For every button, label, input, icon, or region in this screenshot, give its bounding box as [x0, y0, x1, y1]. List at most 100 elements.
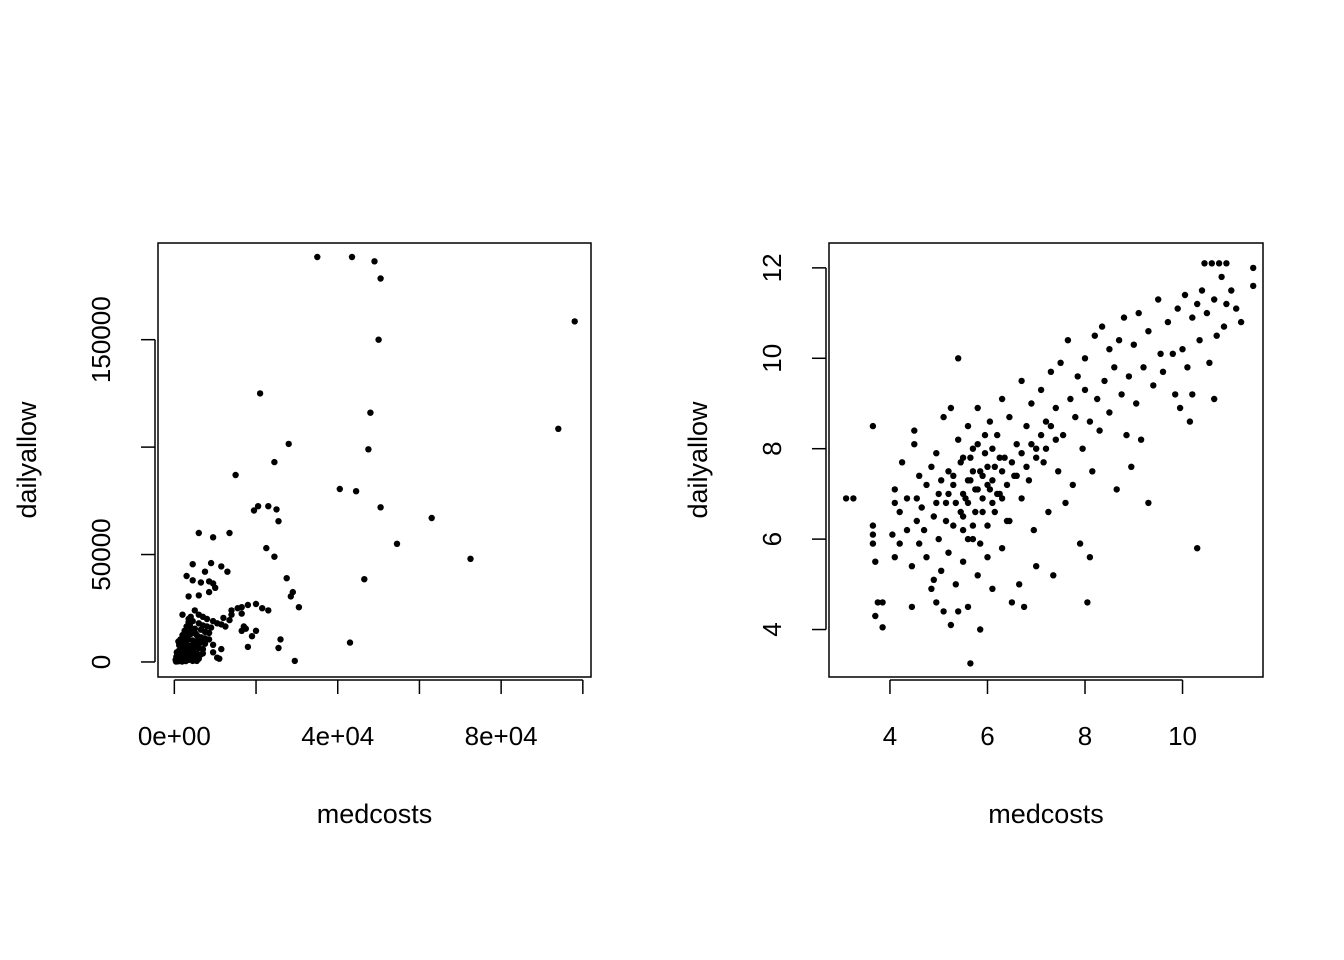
data-point [981, 431, 989, 439]
data-point [1045, 508, 1052, 516]
x-tick-label: 8e+04 [465, 721, 538, 751]
data-point [295, 604, 303, 611]
data-point [1111, 364, 1118, 371]
data-point [984, 522, 991, 529]
y-tick-label: 10 [757, 344, 787, 373]
data-point [361, 576, 368, 583]
data-point [959, 490, 967, 498]
data-point [1211, 395, 1218, 403]
data-point [996, 454, 1003, 461]
y-tick-label: 12 [757, 253, 787, 282]
data-point [271, 458, 278, 466]
data-point [977, 540, 984, 547]
data-point [920, 526, 928, 534]
data-point [984, 463, 991, 470]
plot-frame [828, 242, 1264, 678]
data-point [955, 608, 962, 615]
data-point [972, 508, 979, 516]
data-point [938, 477, 945, 484]
data-point [1028, 441, 1035, 448]
data-point [189, 561, 196, 568]
data-point [189, 577, 196, 584]
data-point [913, 517, 920, 525]
data-point [945, 490, 952, 498]
data-point [964, 477, 972, 484]
data-point [1208, 260, 1216, 267]
data-point [218, 563, 225, 570]
data-point [1228, 287, 1235, 294]
data-point [933, 599, 940, 606]
data-point [945, 549, 952, 556]
data-point [952, 581, 959, 588]
data-point [969, 445, 977, 452]
data-point [201, 568, 209, 575]
data-point [1023, 463, 1030, 470]
data-point [314, 253, 321, 261]
y-tick-label: 50000 [86, 518, 116, 590]
data-point [1213, 332, 1220, 339]
data-point [950, 522, 957, 529]
y-tick-label: 150000 [86, 296, 116, 383]
data-point [1079, 445, 1086, 452]
data-point [1176, 404, 1184, 412]
data-point [1084, 599, 1091, 606]
data-point [1135, 309, 1142, 317]
y-tick-label: 6 [757, 532, 787, 546]
data-point [365, 446, 372, 453]
data-point [1072, 413, 1079, 421]
data-point [1150, 382, 1157, 389]
data-point [1145, 328, 1152, 335]
data-point [869, 531, 877, 538]
data-point [428, 514, 435, 522]
data-point [1106, 346, 1113, 353]
data-point [842, 495, 850, 502]
data-point [933, 499, 940, 507]
data-point [908, 603, 916, 611]
data-point [928, 585, 935, 592]
data-point [1194, 300, 1201, 308]
data-point [244, 601, 252, 609]
data-point [186, 651, 193, 658]
data-point [205, 629, 213, 637]
data-point [872, 612, 879, 620]
data-point [879, 599, 886, 606]
data-point [913, 495, 920, 502]
data-point [959, 526, 967, 534]
data-point [203, 615, 211, 623]
data-point [197, 579, 205, 586]
data-point [1042, 445, 1050, 452]
data-point [209, 534, 217, 541]
data-point [1030, 526, 1038, 534]
data-point [199, 645, 207, 653]
data-point [959, 513, 967, 520]
data-point [228, 611, 235, 618]
data-point [923, 554, 930, 561]
data-point [1237, 318, 1245, 326]
data-point [1250, 264, 1257, 272]
data-point [1194, 545, 1201, 552]
data-point [911, 441, 918, 448]
data-point [942, 517, 950, 525]
data-point [1081, 355, 1089, 362]
data-point [945, 468, 952, 475]
data-point [1062, 499, 1069, 507]
data-point [1218, 273, 1225, 281]
data-point [1047, 368, 1055, 375]
data-point [850, 495, 857, 502]
data-point [205, 636, 213, 643]
data-point [1203, 309, 1211, 317]
data-point [238, 627, 245, 634]
data-point [1184, 364, 1191, 371]
data-point [377, 275, 384, 282]
data-point [1089, 468, 1096, 475]
data-point [1179, 346, 1186, 353]
data-point [891, 486, 898, 493]
data-point [1086, 554, 1094, 561]
data-point [872, 558, 879, 565]
data-point [947, 621, 955, 629]
data-point [979, 495, 986, 502]
y-tick-label: 4 [757, 622, 787, 636]
data-point [903, 526, 911, 534]
data-point [1050, 572, 1057, 579]
data-point [1069, 481, 1077, 489]
